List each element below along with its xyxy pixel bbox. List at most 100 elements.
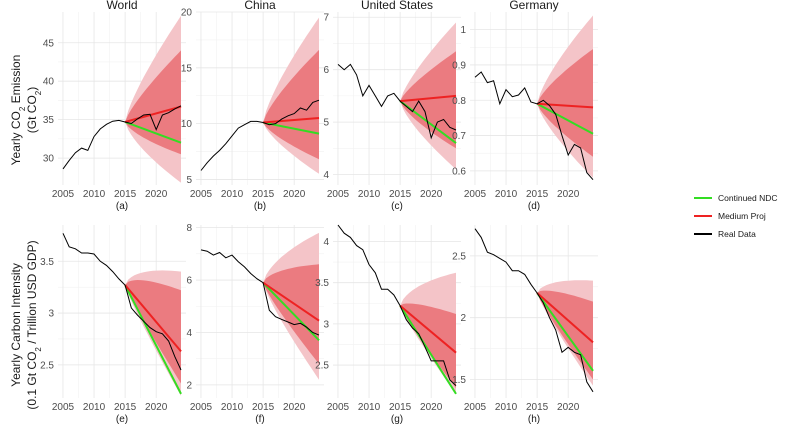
svg-text:(Gt CO2): (Gt CO2)	[25, 87, 43, 133]
x-tick-label: 2010	[495, 402, 518, 413]
series-medium-line	[399, 304, 457, 354]
y-tick-label: 4	[186, 328, 192, 339]
band-inner	[125, 50, 181, 155]
y-tick-label: 2.5	[315, 361, 329, 372]
x-tick-label: 2015	[526, 189, 549, 200]
legend-real-label: Real Data	[718, 229, 756, 239]
chart-panel-g: 2005 2010 2015 2020 2.5 3 3.5 4 (g)	[315, 224, 461, 425]
chart-panel-e: 2005 2010 2015 2020 2.5 3 3.5 (e)	[40, 225, 186, 425]
row-label-emission-line1b: Emission	[9, 55, 23, 107]
y-tick-label: 4	[323, 170, 329, 181]
chart-panel-d: 2005 2010 2015 2020 0.6 0.7 0.8 0.9 1 Germany (d)	[452, 0, 598, 212]
band-inner	[125, 280, 181, 384]
chart-panel-h: 2005 2010 2015 2020 1.5 2 2.5 (h)	[452, 225, 598, 425]
x-tick-label: 2015	[252, 189, 275, 200]
series-medium-line	[124, 105, 182, 123]
series-medium-line	[537, 102, 594, 109]
x-tick-label: 2020	[283, 402, 306, 413]
row-label-intensity-sub2: 2	[34, 347, 43, 352]
row-label-intensity-line2b: / Trillion USD GDP)	[25, 240, 39, 347]
row-label-emission-line2b: )	[25, 87, 39, 91]
x-tick-label: 2015	[526, 402, 549, 413]
panel-sublabel: (d)	[528, 201, 540, 212]
y-tick-label: 6	[186, 276, 192, 287]
panel-sublabel: (e)	[116, 414, 128, 425]
row-label-emission: Yearly CO2 Emission (Gt CO2)	[9, 55, 43, 166]
x-tick-label: 2020	[557, 189, 580, 200]
series-medium-line	[400, 94, 457, 103]
x-tick-label: 2005	[464, 402, 487, 413]
x-tick-label: 2005	[52, 402, 75, 413]
series-real-line	[62, 105, 182, 170]
x-tick-label: 2005	[190, 402, 213, 413]
row-label-intensity: Yearly Carbon Intensity (0.1 Gt CO2 / Tr…	[9, 240, 43, 409]
x-tick-label: 2010	[221, 189, 244, 200]
y-tick-label: 0.8	[452, 96, 466, 107]
series-real-line	[474, 71, 594, 181]
series-medium-line	[262, 281, 320, 322]
x-tick-label: 2005	[327, 189, 350, 200]
x-tick-label: 2005	[190, 189, 213, 200]
x-tick-label: 2015	[114, 402, 137, 413]
y-tick-label: 2.5	[40, 360, 54, 371]
y-tick-label: 5	[323, 118, 329, 129]
series-ndc-line	[536, 292, 594, 372]
x-tick-label: 2010	[83, 189, 106, 200]
y-tick-label: 2	[186, 380, 192, 391]
panel-title: Germany	[509, 0, 558, 12]
x-tick-label: 2010	[358, 402, 381, 413]
series-real-line	[62, 233, 182, 371]
y-tick-label: 3.5	[315, 278, 329, 289]
series-real-line	[337, 63, 457, 140]
y-tick-label: 1.5	[452, 375, 466, 386]
series-real-line	[200, 99, 320, 171]
series-medium-line	[263, 117, 320, 124]
x-tick-label: 2015	[114, 189, 137, 200]
legend-medium-label: Medium Proj	[718, 211, 766, 221]
series-ndc-line	[399, 305, 457, 395]
panel-sublabel: (c)	[391, 201, 403, 212]
y-tick-label: 3.5	[40, 257, 54, 268]
svg-text:Yearly Carbon Intensity: Yearly Carbon Intensity	[9, 263, 23, 387]
y-tick-label: 45	[43, 38, 55, 49]
series-real-line	[200, 249, 320, 336]
y-tick-label: 7	[323, 13, 329, 24]
panel-sublabel: (g)	[391, 414, 403, 425]
y-tick-label: 40	[43, 77, 55, 88]
panel-sublabel: (f)	[255, 414, 264, 425]
panel-sublabel: (h)	[528, 414, 540, 425]
chart-panel-b: 2005 2010 2015 2020 5 10 15 20 China (b)	[181, 0, 324, 212]
y-tick-label: 8	[186, 223, 192, 234]
band-inner	[400, 303, 456, 389]
chart-panel-f: 2005 2010 2015 2020 2 4 6 8 (f)	[186, 223, 324, 425]
x-tick-label: 2010	[221, 402, 244, 413]
series-real-line	[474, 228, 594, 393]
y-tick-label: 2.5	[452, 251, 466, 262]
band-inner	[263, 264, 319, 364]
series-real-line	[337, 224, 457, 386]
series-ndc-line	[399, 100, 457, 144]
row-label-intensity-line1: Yearly Carbon Intensity	[9, 263, 23, 387]
legend-ndc-label: Continued NDC	[718, 193, 778, 203]
y-tick-label: 30	[43, 154, 55, 165]
panel-title: China	[244, 0, 276, 12]
y-tick-label: 35	[43, 115, 55, 126]
panel-sublabel: (a)	[116, 201, 128, 212]
band-inner	[400, 51, 456, 149]
x-tick-label: 2020	[145, 402, 168, 413]
y-tick-label: 20	[181, 8, 193, 19]
svg-text:(0.1 Gt CO2 / Trillion USD GDP: (0.1 Gt CO2 / Trillion USD GDP)	[25, 240, 43, 409]
x-tick-label: 2020	[420, 402, 443, 413]
x-tick-label: 2010	[83, 402, 106, 413]
x-tick-label: 2015	[389, 189, 412, 200]
y-tick-label: 5	[186, 175, 192, 186]
panel-title: United States	[361, 0, 433, 12]
x-tick-label: 2020	[557, 402, 580, 413]
x-tick-label: 2010	[495, 189, 518, 200]
y-tick-label: 6	[323, 65, 329, 76]
x-tick-label: 2020	[145, 189, 168, 200]
series-medium-line	[124, 284, 182, 353]
y-tick-label: 10	[181, 119, 193, 130]
x-tick-label: 2015	[252, 402, 275, 413]
y-tick-label: 15	[181, 63, 193, 74]
